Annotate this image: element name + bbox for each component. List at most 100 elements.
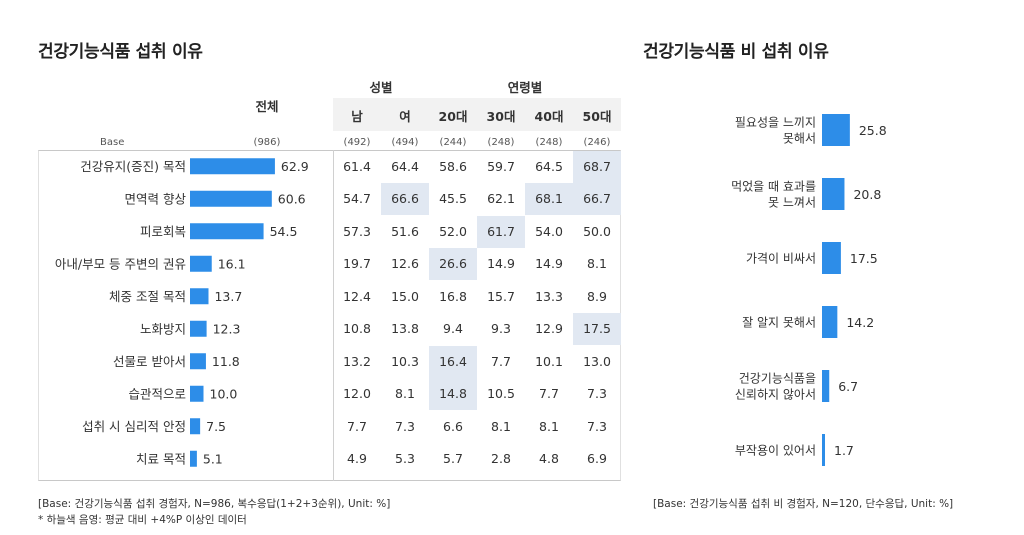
base-cell: (244) <box>439 137 467 148</box>
column-header: 50대 <box>582 109 612 124</box>
table-cell: 7.7 <box>347 418 367 434</box>
table-cell: 15.0 <box>391 288 419 304</box>
table-cell-highlighted: 61.7 <box>477 215 525 248</box>
table-cell: 4.8 <box>539 451 559 466</box>
category-label: 건강기능식품을 <box>739 372 816 386</box>
table-cell: 14.9 <box>487 256 515 271</box>
bar <box>190 190 272 207</box>
left-footnote-highlight-note: * 하늘색 음영: 평균 대비 +4%P 이상인 데이터 <box>38 514 247 526</box>
column-header: 남 <box>351 109 363 124</box>
bar <box>190 288 209 305</box>
value-label: 7.5 <box>206 419 226 434</box>
category-label: 부작용이 있어서 <box>735 444 816 458</box>
table-cell-highlighted: 16.4 <box>429 345 477 378</box>
value-label: 25.8 <box>859 123 887 138</box>
category-label: 아내/부모 등 주변의 권유 <box>55 256 186 271</box>
table-cell: 8.1 <box>395 386 415 401</box>
table-cell: 10.8 <box>343 321 371 336</box>
table-cell: 5.3 <box>395 451 415 466</box>
value-label: 11.8 <box>212 354 240 369</box>
value-label: 12.3 <box>213 321 241 336</box>
category-label: 피로회복 <box>140 224 186 239</box>
bar <box>190 320 207 337</box>
bar <box>822 114 850 146</box>
right-footnote: [Base: 건강기능식품 섭취 비 경험자, N=120, 단수응답, Uni… <box>653 498 954 510</box>
table-cell: 64.4 <box>391 158 419 174</box>
base-cell: (494) <box>391 137 419 148</box>
value-label: 5.1 <box>203 451 223 466</box>
table-cell: 7.7 <box>539 386 559 401</box>
category-label: 선물로 받아서 <box>113 354 186 369</box>
base-label: Base <box>100 137 125 148</box>
table-cell: 6.6 <box>443 418 463 434</box>
bar <box>822 306 838 338</box>
value-label: 17.5 <box>850 251 878 266</box>
table-cell: 8.1 <box>587 256 607 271</box>
table-cell: 9.4 <box>443 321 463 336</box>
bar <box>822 178 845 210</box>
table-cell: 59.7 <box>487 158 515 174</box>
table-cell: 57.3 <box>343 223 371 239</box>
table-cell: 5.7 <box>443 451 463 466</box>
bar <box>190 353 206 370</box>
table-cell: 8.1 <box>491 418 511 434</box>
category-label: 못 느껴서 <box>768 196 816 210</box>
table-cell: 13.3 <box>535 288 563 304</box>
value-label: 6.7 <box>838 379 858 394</box>
table-cell: 10.3 <box>391 353 419 369</box>
table-cell: 8.1 <box>539 418 559 434</box>
table-cell: 50.0 <box>583 223 611 239</box>
category-label: 면역력 향상 <box>125 191 187 206</box>
table-cell-highlighted: 68.1 <box>525 183 573 215</box>
bar <box>190 158 275 175</box>
table-cell: 9.3 <box>491 321 511 336</box>
category-label: 섭취 시 심리적 안정 <box>82 419 186 434</box>
table-cell: 15.7 <box>487 288 515 304</box>
header-total: 전체 <box>255 99 279 114</box>
column-header: 여 <box>399 109 411 124</box>
header-group-age: 연령별 <box>507 80 543 95</box>
base-cell: (246) <box>583 137 611 148</box>
table-cell: 16.8 <box>439 288 467 304</box>
table-cell: 45.5 <box>439 191 467 206</box>
table-cell: 12.6 <box>391 256 419 271</box>
value-label: 10.0 <box>210 386 238 401</box>
value-label: 60.6 <box>278 191 306 206</box>
category-label: 못해서 <box>783 132 816 146</box>
table-cell: 58.6 <box>439 158 467 174</box>
base-cell: (492) <box>343 137 371 148</box>
table-cell: 8.9 <box>587 288 607 304</box>
base-cell: (248) <box>487 137 515 148</box>
category-label: 필요성을 느끼지 <box>735 116 816 130</box>
table-cell: 13.2 <box>343 353 371 369</box>
category-label: 습관적으로 <box>128 386 186 401</box>
bar <box>822 434 825 466</box>
table-cell: 52.0 <box>439 223 467 239</box>
table-cell: 7.7 <box>491 353 511 369</box>
bar <box>190 223 264 240</box>
table-cell: 7.3 <box>395 418 415 434</box>
table-cell: 10.1 <box>535 353 563 369</box>
table-cell-highlighted: 14.8 <box>429 378 477 410</box>
right-chart-title: 건강기능식품 비 섭취 이유 <box>643 42 829 62</box>
value-label: 54.5 <box>270 224 298 239</box>
value-label: 1.7 <box>834 443 854 458</box>
table-cell: 6.9 <box>587 451 607 466</box>
table-cell: 12.4 <box>343 288 371 304</box>
table-cell: 4.9 <box>347 451 367 466</box>
left-chart-title: 건강기능식품 섭취 이유 <box>38 42 203 62</box>
column-header: 30대 <box>486 109 516 124</box>
table-cell-highlighted: 17.5 <box>573 313 621 345</box>
table-cell: 12.0 <box>343 386 371 401</box>
bar <box>190 385 204 402</box>
category-label: 먹었을 때 효과를 <box>731 180 816 194</box>
base-cell: (248) <box>535 137 563 148</box>
category-label: 치료 목적 <box>136 451 186 466</box>
table-cell: 12.9 <box>535 321 563 336</box>
left-bar-chart: 건강유지(증진) 목적 62.9 면역력 향상 60.6 피로회복 54.5 아내/부모 등… <box>55 158 309 467</box>
table-cell-highlighted: 26.6 <box>429 248 477 280</box>
table-cell: 64.5 <box>535 158 563 174</box>
table-cell: 54.7 <box>343 191 371 206</box>
category-label: 체중 조절 목적 <box>109 289 186 304</box>
table-cell: 61.4 <box>343 158 371 174</box>
